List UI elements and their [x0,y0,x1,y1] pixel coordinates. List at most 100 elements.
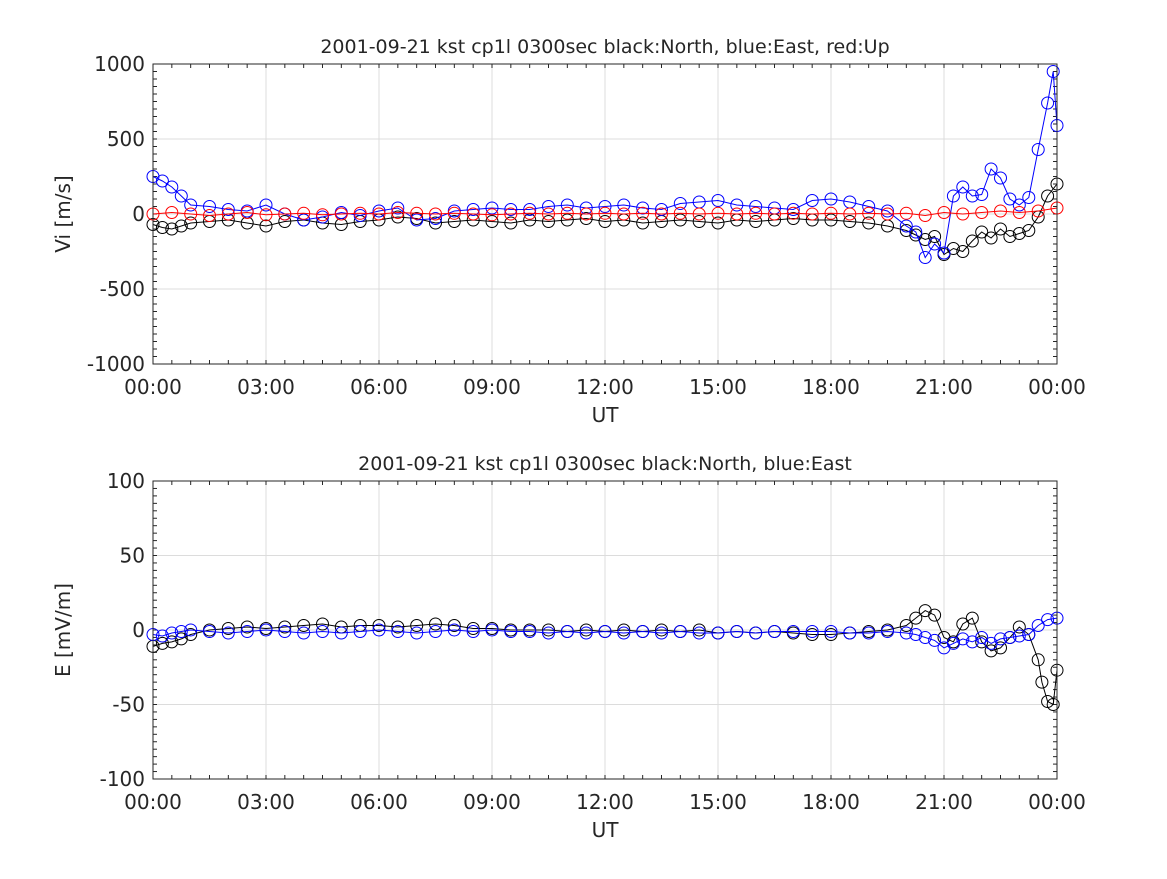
data-point-up [579,207,593,221]
data-point-up [1031,204,1045,218]
data-point-east [975,631,989,644]
data-point-north [560,213,574,227]
data-point-up [165,206,179,219]
y-tick-label: -50 [112,693,145,717]
y-tick-label: 0 [132,618,145,642]
data-point-north [786,212,800,225]
data-point-east [899,219,913,233]
data-point-north [984,231,998,245]
data-point-up [994,204,1007,218]
data-point-north [542,623,555,637]
data-point-east [749,200,763,213]
data-point-east [918,251,932,264]
data-point-up [918,209,932,222]
data-point-north [184,628,198,641]
x-tick-label: 09:00 [463,790,521,814]
data-point-east [1022,628,1036,641]
data-point-up [881,207,894,221]
x-tick-label: 12:00 [576,375,634,399]
data-point-up [749,206,763,220]
data-point-east [542,626,555,640]
data-point-east [1003,192,1017,206]
data-point-north [598,215,612,228]
data-point-up [391,206,405,219]
data-point-up [636,206,650,220]
data-point-east [523,625,537,638]
data-point-up [899,206,913,220]
data-point-north [259,219,273,233]
y-tick-label: -500 [100,277,145,301]
y-tick-label: -1000 [87,352,145,376]
x-tick-label: 00:00 [1028,375,1086,399]
data-point-up [523,206,537,220]
data-point-east [174,189,188,203]
x-tick-label: 18:00 [802,790,860,814]
x-tick-label: 09:00 [463,375,521,399]
x-tick-label: 15:00 [689,375,747,399]
data-point-north [485,215,499,228]
data-point-east [994,632,1007,646]
data-point-east [259,198,273,212]
data-point-east [203,625,216,638]
data-point-east [410,626,424,640]
data-point-north [316,617,329,631]
data-point-north [1031,653,1045,667]
data-point-east [466,203,480,216]
data-point-east [466,625,480,638]
data-point-east [692,626,706,640]
data-point-east [786,203,800,216]
data-point-east [909,628,923,641]
data-point-north [447,215,461,228]
data-point-east [155,174,169,188]
data-point-up [692,207,706,221]
data-point-north [579,212,593,225]
axes-box [152,63,1058,365]
axes-box [152,480,1058,780]
data-point-up [259,208,273,222]
data-point-up [334,207,348,221]
data-point-east [881,204,894,218]
data-point-east [353,625,367,638]
data-point-up [240,206,254,219]
data-point-up [617,207,631,221]
data-point-up [843,207,857,221]
data-point-east [1012,629,1026,643]
data-point-up [560,206,574,220]
data-point-north [975,635,989,649]
data-point-east [447,623,461,637]
data-point-east [542,200,555,213]
data-point-up [805,207,819,221]
data-point-north [372,619,386,632]
data-point-east [155,629,169,643]
data-point-east [805,194,819,207]
data-point-up [372,207,386,221]
y-tick-label: 1000 [94,52,145,76]
x-tick-label: 03:00 [237,790,295,814]
data-point-east [523,203,537,216]
data-point-east [928,237,942,251]
data-point-north [240,620,254,634]
y-tick-label: 0 [132,202,145,226]
data-point-north [155,221,169,234]
data-point-north [965,611,979,625]
data-point-east [221,626,235,640]
data-point-east [956,632,970,646]
data-point-north [1035,675,1049,689]
data-point-east [560,625,574,638]
data-point-north [174,219,188,233]
data-point-east [617,626,631,640]
data-point-north [928,230,942,243]
data-point-north [504,216,518,230]
data-point-north [165,222,179,236]
data-point-east [899,626,913,640]
data-point-east [560,198,574,212]
data-point-north [542,215,555,228]
data-point-up [504,207,518,221]
data-point-up [203,209,216,222]
y-tick-label: 100 [107,469,145,493]
data-point-east [240,625,254,638]
data-point-north [1022,224,1036,237]
data-point-east [786,625,800,638]
data-point-north [673,213,687,227]
data-point-east [203,200,216,213]
